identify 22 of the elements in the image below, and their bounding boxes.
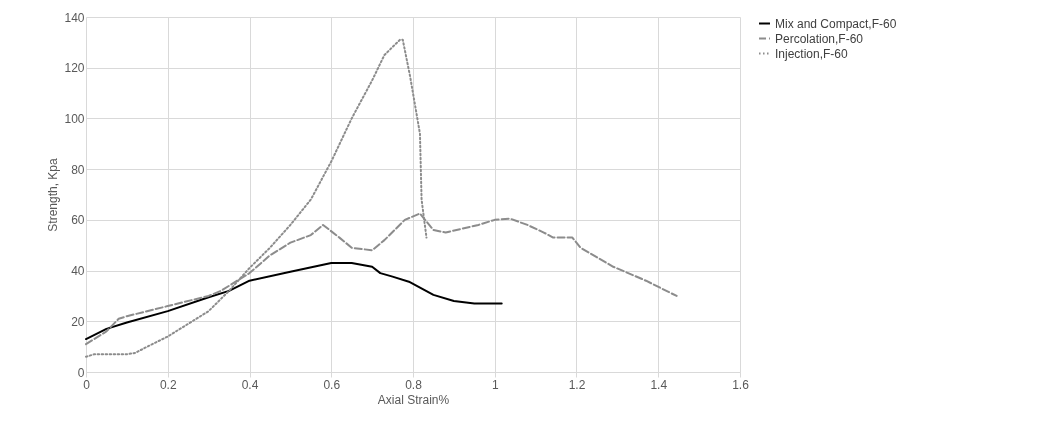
x-tick-label: 1.4 (650, 377, 668, 392)
x-tick-label: 1.2 (568, 377, 586, 392)
x-tick-label: 0.4 (241, 377, 259, 392)
legend-label: Percolation,F-60 (775, 31, 864, 46)
y-tick-label: 120 (64, 61, 85, 76)
x-tick-label: 0.2 (159, 377, 177, 392)
y-tick-label: 80 (71, 162, 85, 177)
x-tick-label: 1.6 (732, 377, 750, 392)
y-axis-title: Strength, Kpa (46, 157, 61, 232)
y-tick-label: 60 (71, 213, 85, 228)
legend-label: Injection,F-60 (775, 46, 849, 61)
x-axis-title: Axial Strain% (377, 392, 450, 407)
x-tick-label: 0.8 (405, 377, 423, 392)
y-tick-label: 0 (77, 365, 85, 380)
legend-label: Mix and Compact,F-60 (775, 16, 897, 31)
x-tick-label: 0.6 (323, 377, 341, 392)
x-tick-label: 1 (491, 377, 499, 392)
y-tick-label: 140 (64, 10, 85, 25)
y-tick-label: 40 (71, 264, 85, 279)
line-series (85, 261, 503, 341)
y-tick-label: 100 (64, 111, 85, 126)
y-tick-label: 20 (71, 314, 85, 329)
